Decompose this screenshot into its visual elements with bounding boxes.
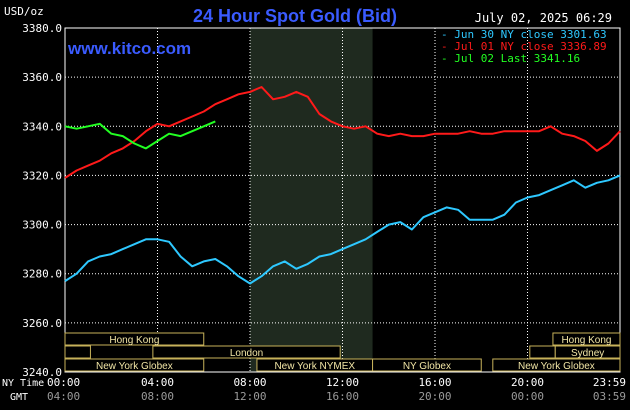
y-tick-label: 3240.0: [22, 366, 62, 379]
ny-time-tick-label: 20:00: [511, 376, 544, 389]
gmt-tick-label: 16:00: [326, 390, 359, 403]
gmt-tick-label: 00:00: [511, 390, 544, 403]
legend-entry-jul01: - Jul 01 NY close 3336.89: [441, 40, 607, 53]
legend: - Jun 30 NY close 3301.63 - Jul 01 NY cl…: [441, 28, 607, 65]
grid-lines: [64, 27, 621, 373]
x-tick-labels: 00:0004:0004:0008:0008:0012:0012:0016:00…: [47, 376, 626, 403]
legend-entry-jun30: - Jun 30 NY close 3301.63: [441, 28, 607, 41]
price-series: [64, 86, 621, 285]
session-box: [64, 358, 205, 372]
session-label: London: [230, 348, 263, 359]
gmt-tick-label: 12:00: [233, 390, 266, 403]
y-tick-label: 3320.0: [22, 169, 62, 182]
timestamp: July 02, 2025 06:29: [475, 11, 612, 25]
series-line-2: [64, 120, 216, 150]
trading-sessions: Hong Kong Hong Kong London Sydney New York G…: [64, 332, 621, 372]
session-box: [64, 345, 91, 359]
y-tick-labels: 3380.0 3360.0 3340.0 3320.0 3300.0 3280.0 3260…: [22, 22, 62, 379]
ny-time-tick-label: 08:00: [233, 376, 266, 389]
session-label: NY Globex: [403, 361, 451, 372]
watermark: www.kitco.com: [67, 39, 191, 58]
session-box: [152, 345, 341, 359]
session-label: Hong Kong: [561, 335, 611, 346]
ny-time-tick-label: 16:00: [418, 376, 451, 389]
session-box: [554, 345, 621, 359]
ny-time-tick-label: 23:59: [593, 376, 626, 389]
ny-time-tick-label: 04:00: [141, 376, 174, 389]
units-label: USD/oz: [4, 5, 44, 18]
session-box: [552, 332, 621, 346]
gmt-label: GMT: [10, 392, 28, 403]
gmt-tick-label: 08:00: [141, 390, 174, 403]
y-tick-label: 3260.0: [22, 317, 62, 330]
chart-title: 24 Hour Spot Gold (Bid): [193, 6, 397, 26]
session-box: [529, 345, 556, 359]
session-box: [64, 332, 205, 346]
gmt-tick-label: 20:00: [418, 390, 451, 403]
y-tick-label: 3300.0: [22, 219, 62, 232]
session-label: New York Globex: [518, 361, 595, 372]
series-line-0: [64, 174, 621, 285]
series-line-1: [64, 86, 621, 179]
y-tick-label: 3340.0: [22, 120, 62, 133]
y-tick-label: 3360.0: [22, 71, 62, 84]
gmt-tick-label: 04:00: [47, 390, 80, 403]
plot-border: [64, 27, 621, 373]
ny-time-tick-label: 00:00: [47, 376, 80, 389]
ny-time-tick-label: 12:00: [326, 376, 359, 389]
session-box: [492, 358, 621, 372]
session-box: [372, 358, 482, 372]
nymex-shaded-region: [250, 28, 373, 372]
legend-entry-jul02: - Jul 02 Last 3341.16: [441, 52, 580, 65]
session-label: Sydney: [571, 348, 604, 359]
gmt-tick-label: 03:59: [593, 390, 626, 403]
y-tick-label: 3280.0: [22, 268, 62, 281]
session-label: New York Globex: [96, 361, 173, 372]
ny-time-label: NY Time: [2, 378, 44, 389]
session-label: New York NYMEX: [274, 361, 355, 372]
session-label: Hong Kong: [109, 335, 159, 346]
y-tick-label: 3380.0: [22, 22, 62, 35]
